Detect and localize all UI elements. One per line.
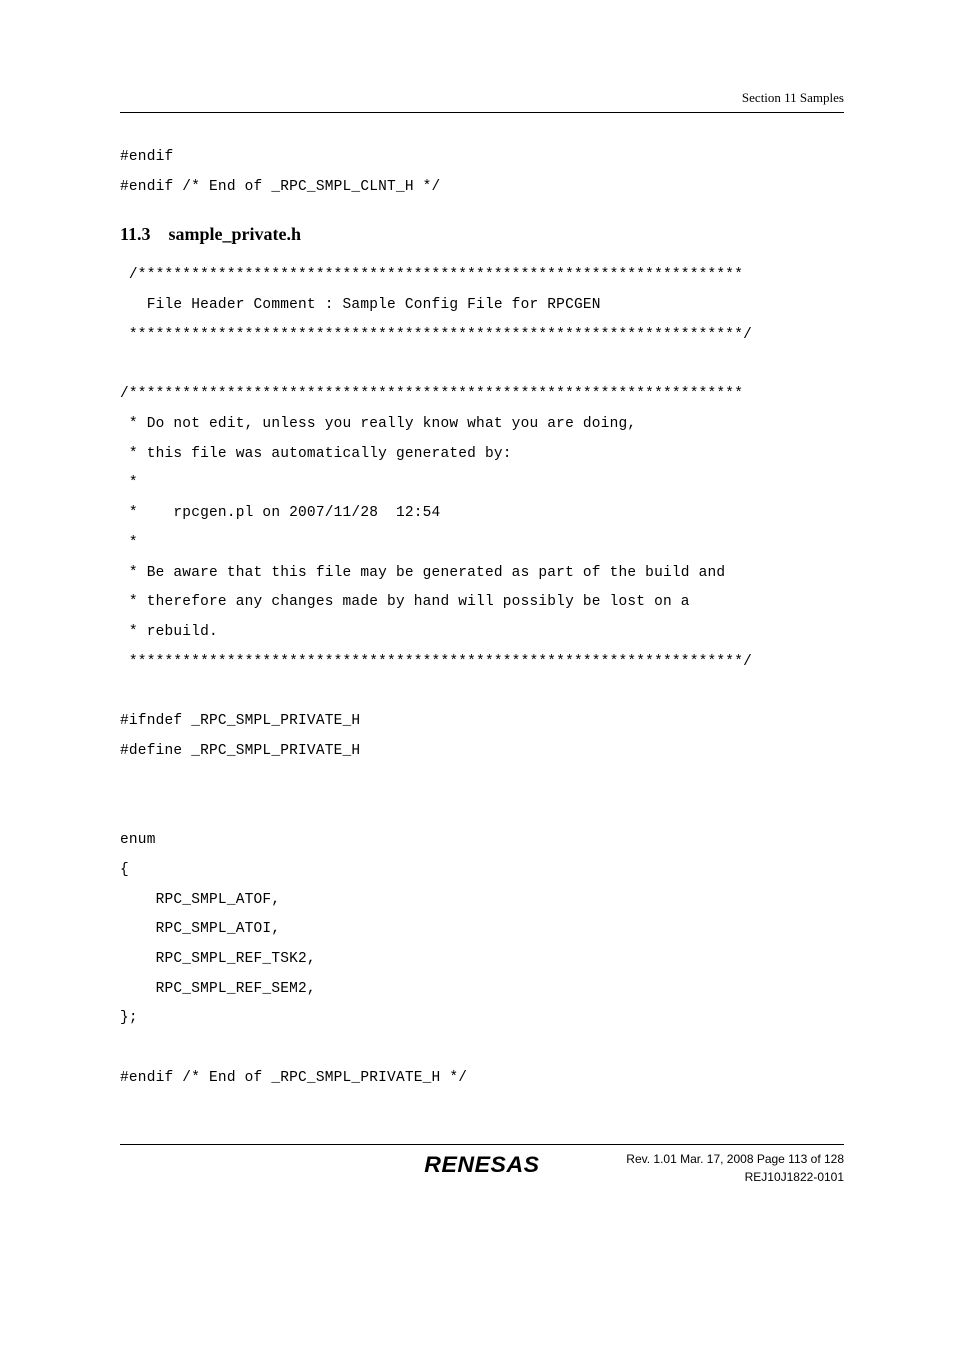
- heading-title: sample_private.h: [169, 224, 302, 244]
- brand-logo: RENESAS: [424, 1150, 539, 1178]
- code-block-top: #endif #endif /* End of _RPC_SMPL_CLNT_H…: [120, 143, 844, 202]
- footer-line-2: REJ10J1822-0101: [551, 1168, 844, 1187]
- section-label: Section 11 Samples: [742, 90, 844, 105]
- footer-text-block: Rev. 1.01 Mar. 17, 2008 Page 113 of 128 …: [551, 1150, 844, 1187]
- footer-line-1: Rev. 1.01 Mar. 17, 2008 Page 113 of 128: [551, 1150, 844, 1169]
- section-heading: 11.3 sample_private.h: [120, 224, 844, 245]
- page-footer: RENESAS Rev. 1.01 Mar. 17, 2008 Page 113…: [120, 1144, 844, 1187]
- code-block-main: /***************************************…: [120, 261, 844, 1093]
- heading-number: 11.3: [120, 224, 151, 244]
- section-header: Section 11 Samples: [120, 90, 844, 113]
